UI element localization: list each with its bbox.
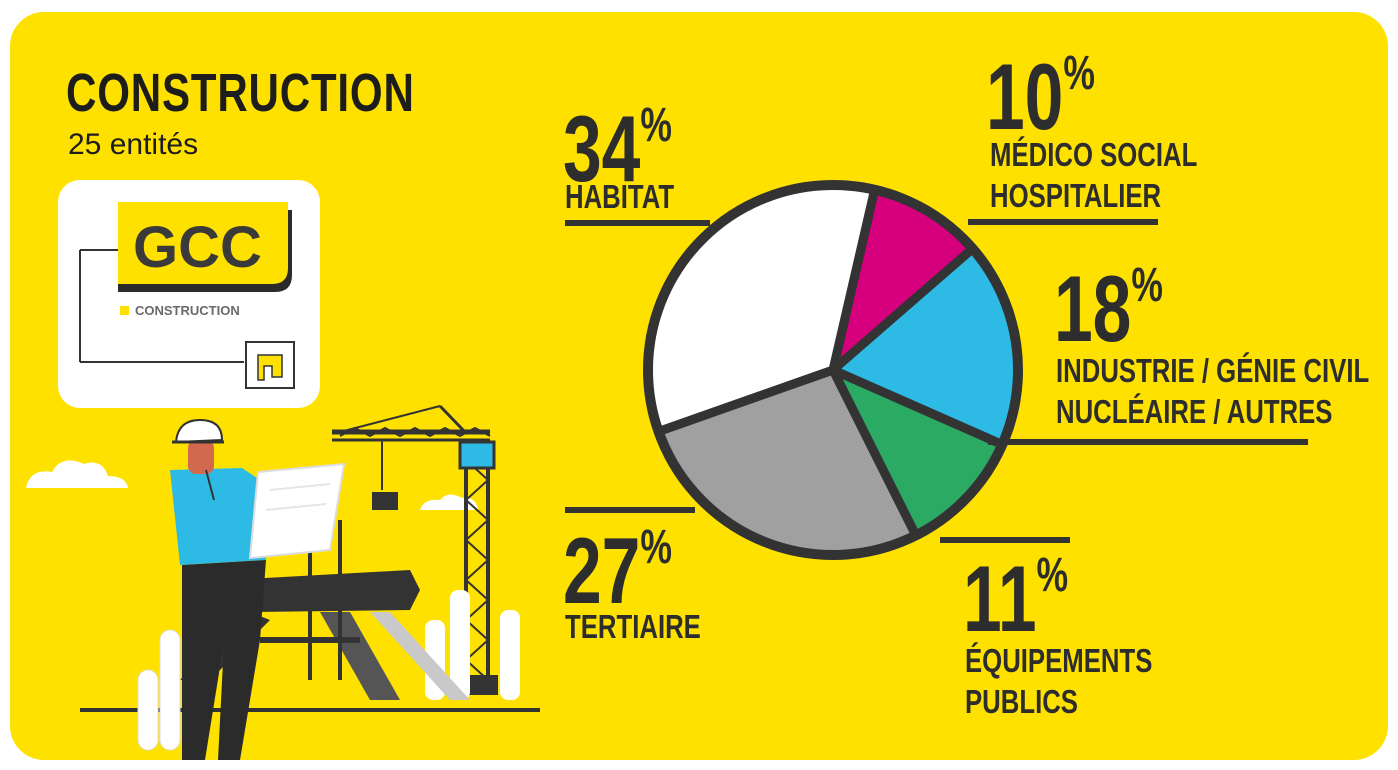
value-medico: 10% [986,44,1095,149]
leader-line-medico [968,219,1158,225]
logo-tagline: CONSTRUCTION [135,303,240,318]
leader-line-industrie [988,439,1308,445]
pie-outline [643,180,1023,560]
value-industrie: 18% [1054,256,1163,361]
logo-brand-text: GCC [133,215,262,280]
leader-line-equipements [940,537,1070,543]
value-tertiaire: 27% [563,518,672,623]
leader-line-tertiaire [565,507,695,513]
logo-card: GCC CONSTRUCTION [58,180,320,408]
label-habitat: HABITAT [565,178,675,215]
label-tertiaire: TERTIAIRE [565,608,701,645]
label-equipements: ÉQUIPEMENTS PUBLICS [965,642,1153,720]
entity-count: 25 entités [68,128,199,161]
label-industrie: INDUSTRIE / GÉNIE CIVIL NUCLÉAIRE / AUTR… [1056,352,1370,430]
value-habitat: 34% [563,96,672,201]
infographic-card: CONSTRUCTION 25 entités GCC CONSTRUCTION [10,12,1388,760]
label-medico: MÉDICO SOCIAL HOSPITALIER [990,136,1198,214]
value-habitat-number: 34 [563,96,641,201]
construction-illustration [26,404,540,760]
value-equipements: 11% [963,546,1069,651]
pie-chart [643,180,1023,560]
gcc-logo: GCC CONSTRUCTION [79,202,295,389]
leader-line-habitat [565,220,710,226]
page-title: CONSTRUCTION [66,63,415,123]
